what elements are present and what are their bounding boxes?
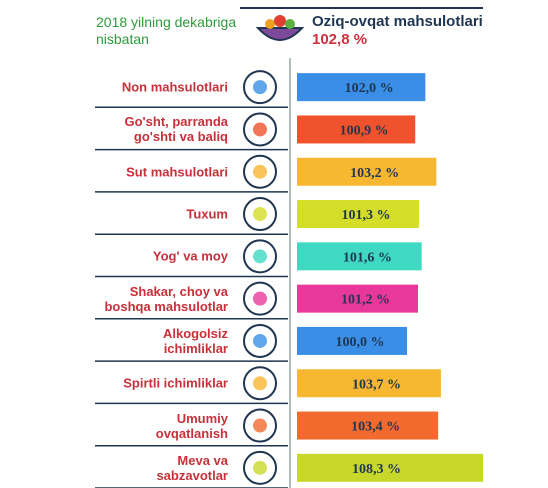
category-label: Non mahsulotlari xyxy=(121,79,228,95)
icon-detail xyxy=(253,333,267,348)
category-label: Shakar, choy va boshqa mahsulotlar xyxy=(104,283,228,314)
header-title: Oziq-ovqat mahsulotlari 102,8 % xyxy=(312,13,512,49)
icon-detail xyxy=(253,80,267,95)
icon-detail xyxy=(253,249,267,264)
value-label: 100,9 % xyxy=(340,123,389,138)
category-label: Umumiy ovqatlanish xyxy=(155,410,228,441)
category-label: Go'sht, parranda go'shti va baliq xyxy=(124,114,229,145)
icon-detail xyxy=(253,291,267,306)
value-label: 101,3 % xyxy=(341,208,390,223)
subtitle: 2018 yilning dekabriga nisbatan xyxy=(96,14,237,47)
category-label: Spirtli ichimliklar xyxy=(123,375,228,391)
bar xyxy=(297,157,437,186)
value-label: 101,6 % xyxy=(343,250,392,265)
value-label: 103,7 % xyxy=(352,377,401,392)
icon-detail xyxy=(253,418,267,433)
bar xyxy=(297,284,418,313)
value-label: 103,4 % xyxy=(351,420,400,435)
icon-detail xyxy=(253,460,267,475)
icon-detail xyxy=(253,122,267,137)
category-label: Tuxum xyxy=(186,206,228,222)
bowl-icon xyxy=(255,15,305,41)
value-label: 100,0 % xyxy=(336,335,385,350)
bar xyxy=(297,73,426,102)
category-label: Yog' va moy xyxy=(152,248,228,264)
bar xyxy=(297,369,441,398)
title: Oziq-ovqat mahsulotlari xyxy=(312,13,483,30)
value-label: 103,2 % xyxy=(350,166,399,181)
value-label: 108,3 % xyxy=(352,462,401,477)
bar xyxy=(297,326,407,355)
value-label: 102,0 % xyxy=(345,81,394,96)
icon-detail xyxy=(253,164,267,179)
icon-detail xyxy=(253,376,267,391)
bar xyxy=(297,411,439,440)
category-label: Sut mahsulotlari xyxy=(126,164,228,180)
bar xyxy=(297,200,419,229)
value-label: 101,2 % xyxy=(341,293,390,308)
bar xyxy=(297,115,416,144)
bar xyxy=(297,453,484,482)
header-value: 102,8 % xyxy=(312,31,368,48)
bar xyxy=(297,242,422,271)
category-label: Meva va sabzavotlar xyxy=(156,452,228,483)
category-label: Alkogolsiz ichimliklar xyxy=(162,325,228,356)
icon-detail xyxy=(253,207,267,222)
